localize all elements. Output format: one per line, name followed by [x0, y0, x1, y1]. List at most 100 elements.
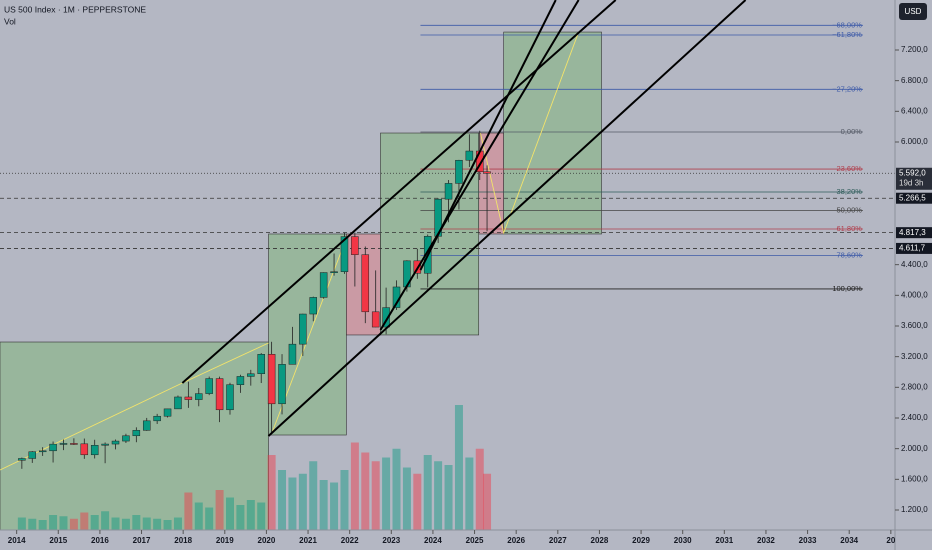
candle-body	[18, 458, 26, 461]
candle-body	[195, 393, 203, 400]
fib-label: 23,60%	[837, 164, 863, 173]
volume-bar	[59, 516, 68, 530]
y-tick-label: 1.600,0	[901, 474, 928, 483]
price-axis	[895, 0, 932, 550]
volume-bar	[361, 452, 370, 530]
volume-bar	[465, 457, 474, 530]
x-tick-label: 2017	[133, 536, 151, 545]
candle-body	[153, 415, 161, 422]
candle-body	[309, 297, 317, 315]
range-box	[478, 132, 504, 235]
price-marker	[896, 242, 932, 254]
volume-bar	[330, 482, 339, 530]
y-tick-label: 6.000,0	[901, 137, 928, 146]
price-marker	[896, 192, 932, 204]
volume-bar	[184, 492, 193, 530]
price-marker	[896, 227, 932, 239]
volume-bar	[194, 502, 203, 530]
volume-bar	[402, 467, 411, 530]
candle-body	[483, 171, 491, 174]
candle-body	[299, 313, 307, 345]
x-tick-label: 2033	[799, 536, 817, 545]
candle-body	[142, 420, 151, 431]
range-box	[503, 31, 602, 235]
fib-label: −27,20%	[832, 84, 862, 93]
y-tick-label: 2.800,0	[901, 382, 928, 391]
volume-bar	[483, 473, 492, 530]
volume-bar	[111, 517, 120, 530]
volume-bar	[454, 405, 463, 530]
volume-bar	[215, 490, 224, 530]
candle-body	[163, 408, 172, 417]
currency-label[interactable]: USD	[905, 7, 922, 16]
guide-line	[479, 31, 580, 235]
x-tick-label: 2019	[216, 536, 234, 545]
volume-bar	[69, 518, 78, 530]
candle-body	[132, 430, 141, 437]
volume-bar	[205, 507, 214, 530]
candle-body	[49, 443, 57, 452]
fib-label: 61,80%	[837, 224, 863, 233]
range-box	[268, 233, 347, 436]
y-tick-label: 6.400,0	[901, 106, 928, 115]
chart-title: US 500 Index · 1M · PEPPERSTONE	[4, 4, 146, 14]
volume-bar	[121, 518, 130, 530]
volume-bar	[382, 457, 391, 530]
x-tick-label: 2020	[258, 536, 276, 545]
volume-bar	[434, 461, 443, 530]
price-marker-label: 4.611,7	[899, 244, 926, 253]
fib-label: 38,20%	[837, 187, 863, 196]
fib-label: −61,80%	[832, 30, 862, 39]
x-tick-label: 2026	[507, 536, 525, 545]
candle-body	[288, 343, 297, 365]
candle-body	[455, 159, 463, 184]
candle-body	[184, 396, 193, 400]
volume-bar	[142, 517, 151, 530]
candle-body	[28, 451, 37, 459]
volume-bar	[17, 517, 26, 530]
fib-label: 78,60%	[837, 250, 863, 259]
fib-label: −68,00%	[832, 20, 862, 29]
x-tick-label: 2022	[341, 536, 359, 545]
x-tick-label: 2029	[632, 536, 650, 545]
volume-label: Vol	[4, 16, 16, 26]
price-marker-label: 4.817,3	[899, 228, 926, 237]
trend-line	[181, 0, 617, 384]
x-tick-label: 2024	[424, 536, 442, 545]
candle-body	[38, 450, 47, 453]
volume-bar	[257, 502, 266, 530]
y-tick-label: 4.400,0	[901, 260, 928, 269]
price-marker-label: 5.266,5	[899, 193, 926, 202]
x-tick-label: 2016	[91, 536, 109, 545]
plot-area: −68,00%−61,80% −27,20% 0,00% 23,60% 38,20% 50…	[0, 0, 895, 530]
volume-bar	[225, 497, 234, 530]
volume-bar	[340, 470, 349, 530]
candle-body	[70, 443, 78, 445]
fib-label: 100,00%	[832, 284, 862, 293]
candle-body	[267, 354, 276, 405]
y-tick-label: 4.000,0	[901, 290, 928, 299]
candle-body	[90, 445, 99, 456]
volume-bar	[246, 500, 255, 530]
candle-body	[247, 373, 255, 377]
volume-bar	[444, 465, 453, 530]
candle-body	[205, 378, 213, 394]
candle-body	[101, 443, 109, 446]
x-tick-label: 2031	[715, 536, 733, 545]
y-tick-label: 2.400,0	[901, 413, 928, 422]
currency-button[interactable]	[899, 3, 927, 20]
candle-body	[174, 396, 182, 410]
volume-bar	[413, 473, 422, 530]
axes: 1.200,0 1.600,0 2.000,0 2.400,0 2.800,0 3.200…	[8, 45, 932, 545]
volume-bar	[173, 517, 182, 530]
candle-body	[257, 354, 265, 375]
candle-body	[111, 440, 120, 445]
candle-body	[80, 443, 89, 456]
candle-body	[465, 150, 474, 161]
y-tick-label: 3.600,0	[901, 321, 928, 330]
candle-body	[278, 364, 286, 405]
candle-body	[122, 435, 130, 442]
x-tick-label: 2023	[382, 536, 400, 545]
volume-bar	[101, 511, 110, 530]
